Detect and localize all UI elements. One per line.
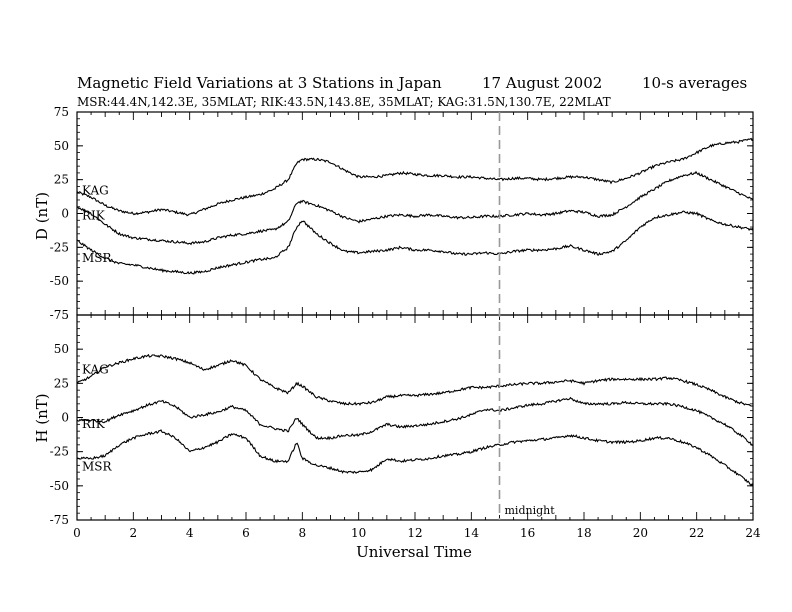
d-ytick-label: -50: [50, 274, 69, 288]
d-component-panel: 75 50 25 0 -25 -50 -75 KAG RIK MSR: [50, 105, 754, 322]
xtick-label: 2: [130, 526, 138, 540]
x-axis-label: Universal Time: [356, 543, 472, 561]
d-ytick-label: 0: [61, 207, 69, 221]
chart-averaging: 10-s averages: [642, 74, 747, 92]
h-ytick-label: 50: [54, 342, 69, 356]
xtick-label: 20: [633, 526, 648, 540]
h-series-msr: [76, 429, 754, 487]
xtick-label: 24: [745, 526, 761, 540]
h-series-label-msr: MSR: [82, 460, 113, 474]
d-ytick-label: -75: [50, 308, 69, 322]
d-series-kag: [76, 137, 754, 217]
d-series-rik: [76, 170, 754, 246]
chart-title: Magnetic Field Variations at 3 Stations …: [77, 74, 442, 92]
xtick-label: 8: [299, 526, 307, 540]
xtick-label: 10: [351, 526, 366, 540]
xtick-label: 6: [242, 526, 250, 540]
xtick-label: 18: [576, 526, 591, 540]
d-ytick-label: 75: [54, 105, 69, 119]
midnight-label: midnight: [505, 504, 556, 517]
d-ytick-label: -25: [50, 240, 69, 254]
h-series-rik: [76, 396, 754, 446]
h-ytick-label: -25: [50, 445, 69, 459]
d-series-label-msr: MSR: [82, 251, 113, 265]
h-ytick-label: -50: [50, 479, 69, 493]
xtick-label: 0: [73, 526, 81, 540]
xtick-label: 12: [407, 526, 422, 540]
h-ytick-label: 25: [54, 376, 69, 390]
h-series-label-rik: RIK: [82, 417, 106, 431]
d-ytick-label: 25: [54, 173, 69, 187]
h-series-label-kag: KAG: [82, 363, 109, 377]
d-series-label-kag: KAG: [82, 183, 109, 197]
xtick-label: 22: [689, 526, 704, 540]
chart-subtitle: MSR:44.4N,142.3E, 35MLAT; RIK:43.5N,143.…: [77, 95, 611, 109]
h-panel-frame: [76, 314, 754, 521]
d-axis-label: D (nT): [33, 192, 51, 240]
xtick-label: 4: [186, 526, 194, 540]
d-ytick-label: 50: [54, 139, 69, 153]
xtick-label: 16: [520, 526, 535, 540]
d-series-msr: [76, 210, 754, 275]
h-ytick-label: 0: [61, 411, 69, 425]
h-ytick-label: -75: [50, 513, 69, 527]
d-series-label-rik: RIK: [82, 209, 106, 223]
h-axis-label: H (nT): [33, 393, 51, 442]
xtick-label: 14: [464, 526, 480, 540]
h-series-kag: [76, 353, 754, 407]
chart-date: 17 August 2002: [482, 74, 602, 92]
